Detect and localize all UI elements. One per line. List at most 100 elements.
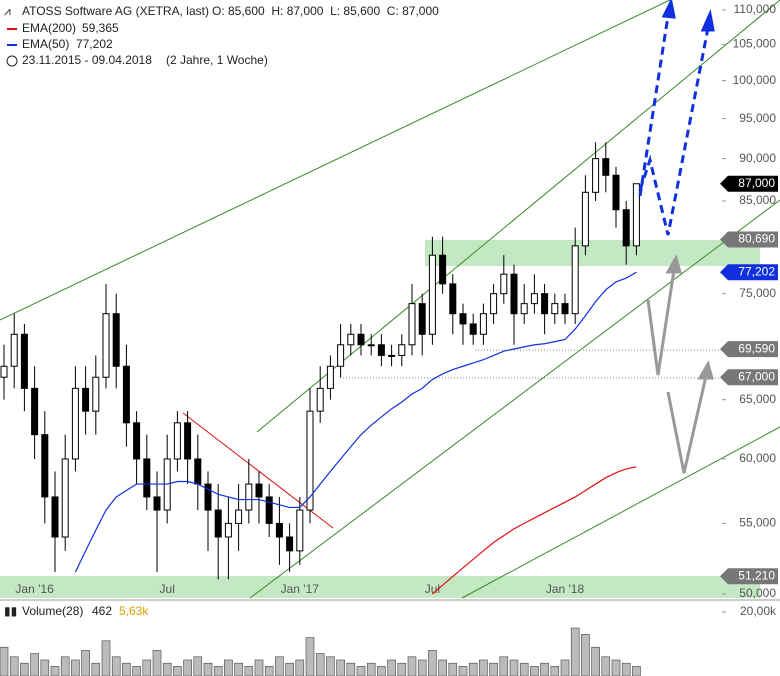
level-label: 51,210 [738,568,775,582]
x-tick-label: Jan '18 [546,582,585,596]
candle-body [0,365,8,378]
candle-body [316,387,324,412]
period: (2 Jahre, 1 Woche) [166,53,268,67]
volume-bar [336,659,345,676]
candle-body [357,333,365,346]
volume-bar [132,666,141,676]
candle-body [235,509,243,524]
candle-body [367,344,375,347]
channel-line [249,199,780,599]
volume-bar [356,666,366,676]
volume-bar [581,634,590,676]
volume-bar [387,659,396,676]
candle-body [286,536,294,552]
candle-body [337,344,345,367]
candle-body [541,293,549,315]
volume-bar [203,662,213,676]
chart-icon: ⩘ [4,4,11,18]
candle-body [592,158,600,193]
candle-body [622,209,630,247]
y-tick-label: 55,000 [739,516,776,530]
volume-bar [142,659,152,676]
volume-bar [601,656,611,676]
y-tick-label: 105,000 [733,37,777,51]
candle-body [571,245,579,315]
candle-body [224,522,232,538]
header: ⩘ ATOSS Software AG (XETRA, last) O: 85,… [4,4,439,618]
arrow-head [700,8,715,32]
volume-bar [285,662,294,676]
candle-body [102,313,110,378]
zone [0,576,760,598]
legend-value: 59,365 [82,21,119,35]
volume-bar [193,656,203,676]
forecast-arrow [638,15,670,197]
candle-body [214,509,222,538]
clock-icon [6,55,18,67]
candle-body [41,434,49,498]
channel-line [256,0,780,433]
level-tag [720,231,778,248]
legend-label: EMA(200) [22,21,76,35]
y-tick-label: 90,000 [739,151,776,165]
ema-line [74,271,637,573]
volume-bar [50,666,60,676]
volume-bar [152,650,162,676]
candle-body [20,333,28,389]
candle-body [153,496,161,511]
level-label: 77,202 [738,264,775,278]
arrow-head [661,0,676,19]
volume-bar [305,637,315,676]
volume-bar [326,656,335,676]
arrow-head [665,254,682,274]
volume-bar [458,666,468,676]
volume-bar [71,659,80,676]
y-tick-label: 100,000 [733,73,777,87]
candle-body [184,422,192,460]
x-tick-label: Jul [425,582,440,596]
candle-body [306,410,314,511]
ohlc-label: O: 85,600 H: 87,000 L: 85,600 C: 87,000 [212,4,439,18]
volume-bar [101,640,111,676]
candle-body [632,183,640,247]
volume-bar [407,656,417,676]
candle-body [122,365,130,424]
candle-body [500,273,508,295]
volume-bar [448,662,458,676]
volume-bar [295,659,305,676]
level-label: 87,000 [738,176,775,190]
x-tick-label: Jan '16 [15,582,54,596]
candle-body [133,422,141,460]
candle-body [490,293,498,315]
candle-body [265,496,273,524]
chart-title: ATOSS Software AG (XETRA, last) [22,4,209,18]
trend-lines [0,0,780,599]
y-tick-label: 50,000 [739,586,776,600]
volume-bar [591,646,600,676]
candle-body [296,509,304,552]
candle-body [173,422,181,460]
volume-bar [60,656,70,676]
candle-body [347,333,355,346]
volume-bar [438,659,447,676]
candle-body [71,387,79,460]
candle-body [245,483,253,511]
volume-bar [91,662,101,676]
candle-body [143,458,151,498]
volume-bar [632,666,641,676]
volume-bar [20,662,29,676]
candle-body [551,303,559,315]
volume-bar [315,653,325,676]
volume-bar [81,650,90,676]
annotations [638,0,715,474]
y-tick-label: 85,000 [739,193,776,207]
candle-body [459,313,467,325]
candle-body [388,354,396,357]
volume-bar [346,662,356,676]
level-label: 80,690 [738,232,775,246]
candle-body [428,254,436,335]
candle-body [326,365,334,389]
legend-value: 77,202 [76,37,113,51]
volume-bar [417,659,427,676]
